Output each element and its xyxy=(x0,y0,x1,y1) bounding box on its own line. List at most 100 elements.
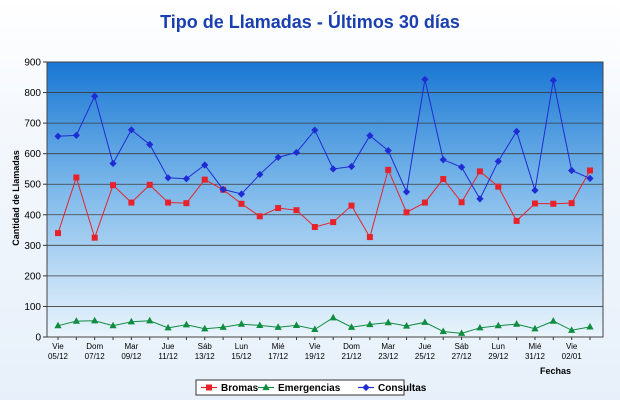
legend-box xyxy=(195,379,405,396)
data-point-emergencias xyxy=(54,321,62,329)
x-tick-day: Vie xyxy=(309,342,321,351)
data-point-consultas xyxy=(127,126,135,134)
data-point-bromas xyxy=(128,199,135,206)
data-point-bromas xyxy=(495,183,502,190)
data-point-emergencias xyxy=(292,321,301,328)
data-point-emergencias xyxy=(237,320,246,327)
y-tick-label: 600 xyxy=(24,149,41,160)
legend-item-emergencias: Emergencias xyxy=(258,383,341,394)
x-tick-day: Dom xyxy=(343,342,360,351)
data-point-consultas xyxy=(384,147,392,155)
data-point-bromas xyxy=(385,166,392,173)
data-point-consultas xyxy=(366,132,374,140)
data-point-consultas xyxy=(146,140,154,149)
y-tick-label: 400 xyxy=(24,210,41,221)
data-point-emergencias xyxy=(476,323,484,331)
x-tick-date: 15/12 xyxy=(231,352,252,361)
x-tick-date: 13/12 xyxy=(195,352,216,361)
plot-border xyxy=(46,61,604,338)
data-point-emergencias xyxy=(311,325,319,332)
data-point-bromas xyxy=(403,209,410,216)
data-point-consultas xyxy=(531,186,539,194)
x-tick-date: 02/01 xyxy=(562,352,583,361)
data-point-emergencias xyxy=(91,316,99,324)
data-point-bromas xyxy=(256,213,263,220)
data-point-consultas xyxy=(54,132,62,140)
data-point-consultas xyxy=(494,157,502,165)
data-point-consultas xyxy=(513,127,521,135)
y-tick-label: 500 xyxy=(24,180,41,191)
y-tick-label: 200 xyxy=(24,271,41,282)
x-axis-label: Fechas xyxy=(540,366,571,376)
y-axis-label: Cantidad de Llamadas xyxy=(11,150,21,246)
x-tick-date: 25/12 xyxy=(415,352,436,361)
series-line-consultas xyxy=(57,79,591,200)
legend-marker-emergencias xyxy=(262,383,270,391)
data-point-consultas xyxy=(164,174,172,182)
data-point-emergencias xyxy=(109,321,117,329)
data-point-emergencias xyxy=(127,317,135,325)
data-point-consultas xyxy=(329,165,337,173)
data-point-bromas xyxy=(513,217,520,224)
data-point-bromas xyxy=(550,200,557,207)
data-point-emergencias xyxy=(347,323,356,330)
data-point-emergencias xyxy=(219,323,227,330)
data-point-consultas xyxy=(402,188,411,196)
data-point-bromas xyxy=(348,202,355,209)
series-bromas xyxy=(55,166,593,241)
data-point-emergencias xyxy=(164,323,172,331)
data-point-emergencias xyxy=(586,322,594,330)
x-tick-day: Vie xyxy=(566,342,578,351)
data-point-emergencias xyxy=(421,318,429,325)
data-point-emergencias xyxy=(366,320,374,328)
series-line-emergencias xyxy=(57,317,591,334)
data-point-bromas xyxy=(183,200,190,207)
data-point-emergencias xyxy=(439,327,447,335)
x-tick-day: Mar xyxy=(381,342,395,351)
data-point-bromas xyxy=(293,207,300,214)
data-point-bromas xyxy=(330,219,337,226)
x-tick-day: Mié xyxy=(272,342,285,351)
data-point-bromas xyxy=(110,182,117,189)
y-tick-label: 100 xyxy=(24,302,41,313)
data-point-bromas xyxy=(421,199,428,206)
x-tick-date: 09/12 xyxy=(121,352,142,361)
data-point-consultas xyxy=(568,166,576,175)
data-point-bromas xyxy=(531,200,538,207)
legend: Bromas Emergencias Consultas xyxy=(195,379,427,396)
data-point-consultas xyxy=(439,156,447,164)
data-point-emergencias xyxy=(274,323,282,330)
data-point-emergencias xyxy=(494,321,502,329)
data-point-consultas xyxy=(457,163,466,171)
data-point-bromas xyxy=(476,168,483,175)
data-point-consultas xyxy=(109,159,117,168)
data-point-bromas xyxy=(458,199,465,206)
x-tick-date: 17/12 xyxy=(268,352,289,361)
data-point-consultas xyxy=(421,75,429,84)
data-point-bromas xyxy=(440,176,447,183)
data-point-bromas xyxy=(165,199,172,206)
x-tick-date: 19/12 xyxy=(305,352,326,361)
x-tick-date: 11/12 xyxy=(158,352,178,361)
x-axis-ticks: Vie05/12Dom07/12Mar09/12Jue11/12Sáb13/12… xyxy=(48,337,591,361)
data-point-emergencias xyxy=(549,317,557,324)
x-tick-date: 31/12 xyxy=(525,352,546,361)
x-tick-day: Dom xyxy=(86,342,103,351)
y-tick-label: 0 xyxy=(35,333,41,344)
data-point-consultas xyxy=(274,153,282,161)
data-point-emergencias xyxy=(531,324,539,332)
chart-title: Tipo de Llamadas - Últimos 30 días xyxy=(160,11,460,32)
data-point-emergencias xyxy=(256,321,264,328)
data-point-consultas xyxy=(91,92,99,100)
x-tick-day: Lun xyxy=(235,342,248,351)
x-tick-date: 29/12 xyxy=(488,352,509,361)
data-point-emergencias xyxy=(384,318,392,326)
x-tick-day: Vie xyxy=(52,342,64,351)
legend-item-bromas: Bromas xyxy=(201,383,259,394)
y-axis-ticks: 0 100 200 300 400 500 600 700 800 900 xyxy=(24,58,47,344)
y-tick-label: 800 xyxy=(24,88,41,99)
series-group xyxy=(54,75,594,336)
data-point-bromas xyxy=(91,234,98,241)
data-point-emergencias xyxy=(402,322,411,329)
